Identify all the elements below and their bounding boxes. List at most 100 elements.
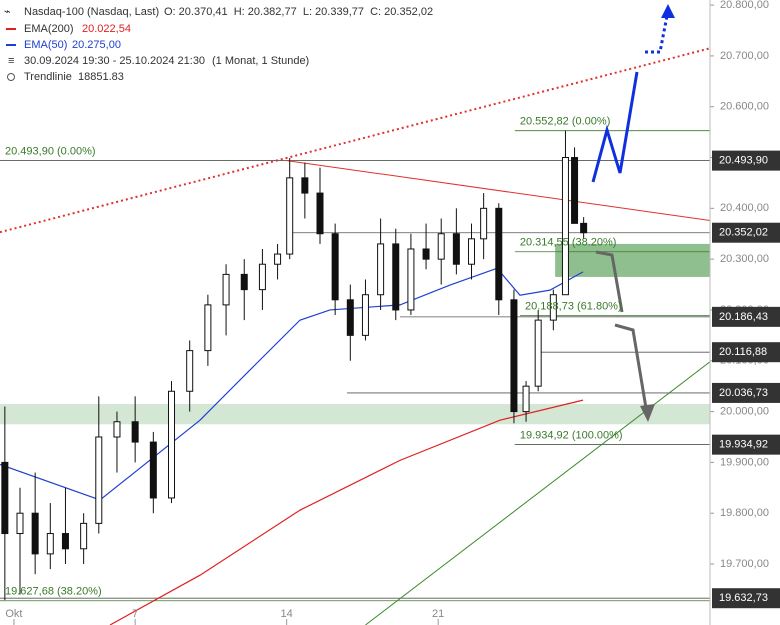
- price-tag-label: 19.934,92: [719, 439, 768, 451]
- y-tick-label: 19.900,00: [720, 456, 769, 468]
- price-tag-label: 20.186,43: [719, 311, 768, 323]
- candle-body: [168, 390, 176, 499]
- price-tag-label: 20.493,90: [719, 155, 768, 167]
- candle-body: [392, 243, 400, 311]
- candle-body: [149, 441, 157, 499]
- ema-line: [0, 267, 584, 501]
- trendline-label: Trendlinie: [24, 71, 72, 83]
- y-tick-label: 20.400,00: [720, 202, 769, 214]
- legend-label: EMA(200): [24, 23, 74, 35]
- icon: ≡: [8, 55, 14, 67]
- y-tick-label: 20.700,00: [720, 50, 769, 62]
- blue-projection: [591, 71, 639, 183]
- interval: (1 Monat, 1 Stunde): [212, 55, 309, 67]
- candle-body: [16, 512, 24, 535]
- price-tag-label: 20.036,73: [719, 387, 768, 399]
- x-tick-label: 21: [432, 608, 444, 620]
- price-tag: [712, 222, 780, 243]
- price-tag: [712, 306, 780, 327]
- zone: [555, 243, 710, 277]
- y-tick-label: 20.800,00: [720, 0, 769, 11]
- legend-label: EMA(50): [24, 39, 67, 51]
- candle-body: [522, 385, 530, 413]
- y-tick-label: 19.800,00: [720, 507, 769, 519]
- fib-label: 20.493,90 (0.00%): [5, 146, 96, 158]
- y-tick-label: 20.300,00: [720, 253, 769, 265]
- candle-body: [46, 533, 54, 555]
- candle-body: [407, 248, 415, 311]
- candle-body: [204, 304, 212, 352]
- icon: ⌁: [4, 6, 11, 18]
- trendline-value: 18851.83: [78, 71, 124, 83]
- y-tick-label: 20.000,00: [720, 405, 769, 417]
- fib-label: 20.188,73 (61.80%): [525, 301, 622, 313]
- instrument: Nasdaq-100 (Nasdaq, Last): [24, 6, 159, 18]
- fib-label: 19.934,92 (100.00%): [520, 430, 623, 442]
- fib-label: 20.314,55 (38.20%): [520, 237, 617, 249]
- x-tick-label: Okt: [5, 608, 22, 620]
- trendline: [365, 361, 710, 625]
- fib-label: 19.627,68 (38.20%): [5, 586, 102, 598]
- candle-body: [377, 243, 385, 296]
- candle-body: [331, 233, 339, 301]
- candle-body: [437, 233, 445, 260]
- blue-arrowhead: [661, 4, 675, 18]
- period: 30.09.2024 19:30 - 25.10.2024 21:30: [24, 55, 205, 67]
- candle-body: [452, 233, 460, 265]
- candle-body: [186, 350, 194, 392]
- legend-value: 20.022,54: [82, 23, 131, 35]
- price-tag: [712, 434, 780, 455]
- price-tag-label: 20.116,88: [719, 346, 767, 358]
- candle-body: [422, 248, 430, 260]
- y-tick-label: 20.600,00: [720, 101, 769, 113]
- candle-body: [95, 436, 103, 524]
- legend-value: 20.275,00: [72, 39, 121, 51]
- blue-projection-dotted: [645, 15, 669, 54]
- header: ⌁ Nasdaq-100 (Nasdaq, Last) O: 20.370,41…: [0, 0, 433, 86]
- candle-body: [1, 461, 9, 535]
- candle-body: [346, 299, 354, 336]
- candle-body: [580, 222, 588, 234]
- candle-body: [131, 421, 139, 443]
- price-tag-label: 20.352,02: [719, 227, 768, 239]
- candle-body: [510, 299, 518, 413]
- candle-body: [274, 253, 282, 265]
- candle-body: [549, 294, 557, 321]
- candle-body: [571, 157, 579, 224]
- x-tick-label: 7: [132, 608, 138, 620]
- candle-body: [495, 207, 503, 301]
- trendline: [0, 47, 710, 234]
- candle-body: [480, 207, 488, 240]
- price-tag: [712, 382, 780, 403]
- trendline: [286, 160, 710, 222]
- candle-body: [468, 238, 476, 265]
- gray-arrowhead: [640, 404, 655, 422]
- candle-body: [31, 512, 39, 555]
- plot-area: [0, 47, 710, 625]
- candle-body: [113, 421, 121, 438]
- candle-body: [316, 192, 324, 235]
- candle-body: [301, 177, 309, 194]
- candle-body: [222, 273, 230, 306]
- price-tag: [712, 342, 780, 363]
- header-bg: [0, 0, 330, 86]
- ohlc: O: 20.370,41 H: 20.382,77 L: 20.339,77 C…: [164, 6, 433, 18]
- icon: [7, 73, 15, 81]
- projection-arrows: [591, 4, 675, 422]
- fib-label: 20.552,82 (0.00%): [520, 116, 611, 128]
- y-tick-label: 19.700,00: [720, 558, 769, 570]
- price-tag: [712, 588, 780, 609]
- candle-body: [258, 263, 266, 291]
- zone: [0, 403, 710, 425]
- candle-body: [561, 157, 569, 296]
- price-tag: [712, 150, 780, 171]
- candle-body: [534, 319, 542, 387]
- gray-projection: [614, 323, 648, 409]
- candle-body: [61, 533, 69, 550]
- candle-body: [80, 522, 88, 550]
- price-tag-label: 19.632,73: [719, 592, 768, 604]
- candle-body: [286, 177, 294, 255]
- candle-body: [361, 294, 369, 336]
- x-tick-label: 14: [281, 608, 293, 620]
